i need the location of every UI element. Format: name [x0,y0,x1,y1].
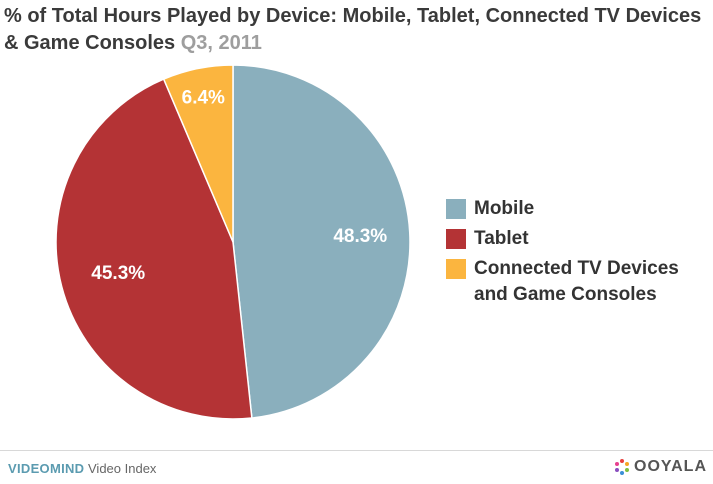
legend-swatch-mobile [446,199,466,219]
pie-slice-connected [162,64,234,243]
footer-source: VIDEOMIND Video Index [8,461,156,476]
legend-swatch-tablet [446,229,466,249]
chart-title-period: Q3, 2011 [180,32,262,54]
video-index-label: Video Index [88,461,157,476]
legend-item-connected-tv: Connected TV Devices and Game Consoles [446,256,713,308]
legend: Mobile Tablet Connected TV Devices and G… [446,196,713,312]
footer-divider [0,450,713,451]
legend-label-connected-tv: Connected TV Devices and Game Consoles [474,258,679,305]
pie-slice-mobile [232,64,411,419]
ooyala-logo: OOYALA [613,458,707,476]
legend-label-mobile: Mobile [474,198,535,219]
ooyala-logo-text: OOYALA [634,458,707,475]
ooyala-dots-icon [615,459,630,475]
legend-label-tablet: Tablet [474,228,529,249]
legend-item-mobile: Mobile [446,196,713,222]
slice-label-mobile: 48.3% [333,226,387,247]
legend-item-tablet: Tablet [446,226,713,252]
videomind-brand: VIDEOMIND [8,461,85,476]
slice-label-tablet: 45.3% [91,263,145,284]
pie-slice-tablet [55,78,253,420]
chart-title: % of Total Hours Played by Device: Mobil… [4,3,704,57]
chart-title-main: % of Total Hours Played by Device: Mobil… [4,5,702,54]
legend-swatch-connected-tv [446,259,466,279]
slice-label-connected: 6.4% [182,87,225,108]
